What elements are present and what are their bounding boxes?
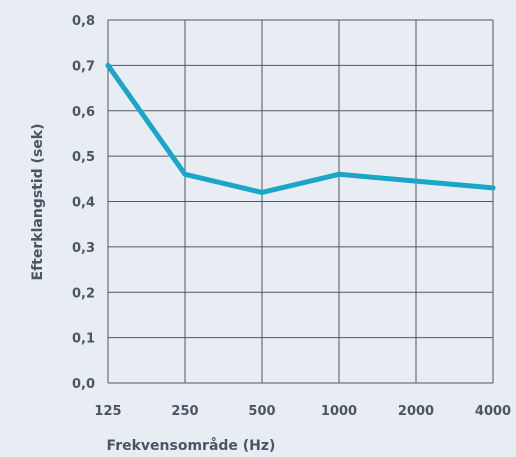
x-tick-label: 4000 bbox=[475, 404, 511, 419]
data-point bbox=[182, 171, 188, 177]
grid bbox=[107, 19, 494, 384]
y-tick-label: 0,3 bbox=[72, 241, 95, 256]
data-point bbox=[413, 178, 419, 184]
y-tick-labels: 0,0 0,1 0,2 0,3 0,4 0,5 0,6 0,7 0,8 bbox=[72, 14, 95, 392]
y-tick-label: 0,0 bbox=[72, 377, 95, 392]
y-tick-label: 0,8 bbox=[72, 14, 95, 29]
y-tick-label: 0,1 bbox=[72, 332, 95, 347]
x-tick-label: 500 bbox=[248, 404, 275, 419]
y-axis-label: Efterklangstid (sek) bbox=[30, 124, 46, 281]
y-tick-label: 0,6 bbox=[72, 105, 95, 120]
x-tick-label: 250 bbox=[171, 404, 198, 419]
y-tick-label: 0,7 bbox=[72, 59, 95, 74]
y-tick-label: 0,4 bbox=[72, 196, 95, 211]
x-tick-label: 125 bbox=[94, 404, 121, 419]
x-tick-labels: 125 250 500 1000 2000 4000 bbox=[94, 404, 511, 419]
data-point bbox=[336, 171, 342, 177]
data-point bbox=[490, 185, 496, 191]
y-tick-label: 0,5 bbox=[72, 150, 95, 165]
x-axis-label: Frekvensområde (Hz) bbox=[107, 437, 276, 454]
data-point bbox=[259, 189, 265, 195]
x-tick-label: 1000 bbox=[321, 404, 357, 419]
series-layer bbox=[105, 62, 496, 195]
y-tick-label: 0,2 bbox=[72, 286, 95, 301]
data-point bbox=[105, 62, 111, 68]
x-tick-label: 2000 bbox=[398, 404, 434, 419]
series-line bbox=[105, 62, 496, 195]
